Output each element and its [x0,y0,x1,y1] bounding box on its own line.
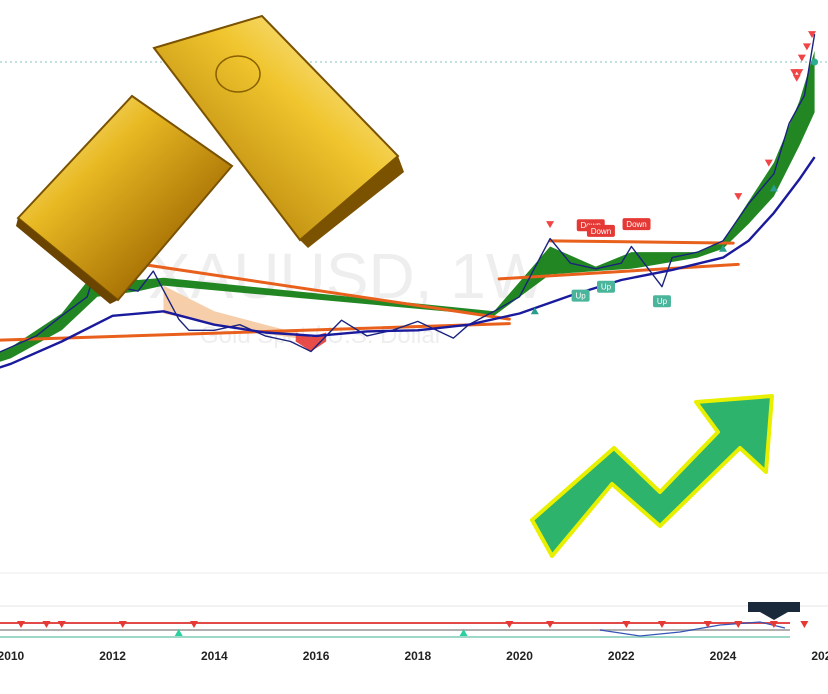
trendline-3 [497,262,740,281]
signal-label: Down [591,227,611,236]
signal-label: Up [657,297,668,306]
osc-down-mark-5 [505,621,514,628]
osc-down-mark-8 [657,621,666,628]
bullish-arrow-graphic [530,394,774,558]
osc-down-mark-7 [622,621,631,628]
sell-marker-2 [764,159,773,167]
osc-down-mark-11 [769,621,778,628]
sell-marker-0 [546,221,555,229]
sell-marker-4 [792,74,801,82]
cloud-band-1 [163,285,296,339]
trendline-layer [0,239,740,342]
current-price-flag [748,602,800,612]
buy-marker-10 [719,244,728,252]
signal-label: Up [601,283,612,292]
x-tick-label: 2018 [404,649,431,663]
cloud-band-0 [0,50,815,362]
signal-box [622,218,651,231]
x-tick-label: 2024 [710,649,737,663]
moving-average-line [0,156,816,369]
gold-bar-back-side [16,218,118,304]
sell-marker-7 [802,43,811,51]
signal-4: Up [597,280,616,293]
signal-label-layer: DownDownDownUpUpUp [571,218,671,308]
signal-label: Down [626,220,646,229]
signal-2: Down [622,218,651,231]
x-tick-label: 2020 [506,649,533,663]
osc-down-mark-6 [546,621,555,628]
cloud-band-2 [295,332,327,352]
osc-down-mark-0 [17,621,26,628]
osc-up-mark-1 [459,629,468,636]
signal-label: Up [575,292,586,301]
signal-3: Up [571,289,590,302]
signal-1: Down [586,224,615,237]
osc-down-mark-2 [57,621,66,628]
osc-down-mark-1 [42,621,51,628]
osc-down-mark-10 [734,621,743,628]
osc-up-mark-0 [174,629,183,636]
signal-5: Up [652,295,671,308]
x-tick-label: 2014 [201,649,228,663]
signal-box [597,280,616,293]
gold-bar-back [16,94,234,302]
bullish-arrow-icon [530,394,774,558]
osc-down-mark-9 [703,621,712,628]
signal-box [571,289,590,302]
osc-down-mark-4 [189,621,198,628]
sell-marker-8 [808,31,817,39]
oscillator-panel [0,572,828,638]
signal-box [652,295,671,308]
signal-box [586,224,615,237]
trendline-0 [95,256,511,321]
trendline-1 [0,322,511,342]
cloud-band-layer [0,50,815,362]
sell-marker-3 [790,69,799,77]
trendline-2 [548,239,735,245]
x-tick-label: 2010 [0,649,25,663]
marker-layer [530,31,819,315]
x-tick-label: 2016 [303,649,330,663]
gold-bar-stamp [215,55,261,93]
x-tick-label: 2022 [608,649,635,663]
sell-marker-6 [797,54,806,62]
sell-marker-1 [734,193,743,201]
last-price-dot [811,58,819,66]
x-tick-label: 2012 [99,649,126,663]
buy-marker-11 [769,184,778,192]
gold-bars-image [16,14,404,304]
gold-bar-front-side [300,156,404,248]
x-tick-label: 2026 [811,649,828,663]
osc-down-mark-12 [800,621,809,628]
buy-marker-9 [530,307,539,315]
x-axis: 2010 2012 2014 2016 2018 2020 2022 2024 2026 [0,649,828,663]
current-price-flag-tip [760,612,788,620]
sell-marker-5 [795,69,804,77]
osc-down-mark-3 [118,621,127,628]
